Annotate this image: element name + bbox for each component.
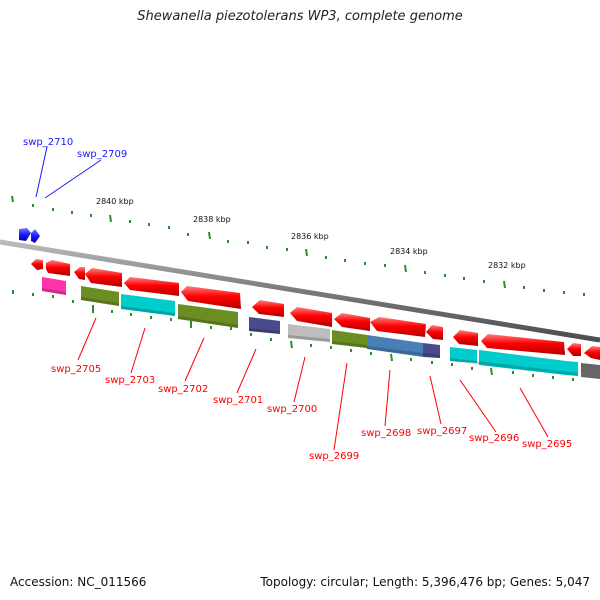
leader-line-swp-2703 xyxy=(130,327,146,374)
feature-shade xyxy=(42,288,66,295)
feature-shade xyxy=(178,316,238,328)
scale-tick xyxy=(11,195,14,203)
gene-swp-2696[interactable] xyxy=(370,317,426,337)
gene-swp-2701[interactable] xyxy=(124,277,179,296)
feature-shade xyxy=(288,335,330,342)
leader-line-swp-2697 xyxy=(429,375,442,425)
scale-label: 2836 kbp xyxy=(291,232,329,241)
gene-label-swp-2698[interactable]: swp_2698 xyxy=(361,428,411,439)
feature-dark-grey[interactable] xyxy=(581,363,600,379)
gene-swp-2700[interactable] xyxy=(181,286,241,309)
feature-navy-1[interactable] xyxy=(249,317,280,334)
feature-olive-2[interactable] xyxy=(178,304,238,328)
accession-text: Accession: NC_011566 xyxy=(10,575,147,589)
gene-label-swp-2709[interactable]: swp_2709 xyxy=(77,149,127,160)
leader-line-swp-2695 xyxy=(519,387,549,438)
gene-red-1[interactable] xyxy=(453,330,478,346)
gene-swp-2699[interactable] xyxy=(252,300,284,317)
gene-label-swp-2701[interactable]: swp_2701 xyxy=(213,395,263,406)
feature-shade xyxy=(121,306,175,316)
feature-shade xyxy=(249,328,280,334)
lower-tick xyxy=(290,340,293,349)
gene-swp-2697[interactable] xyxy=(334,313,370,331)
leader-line-swp-2702 xyxy=(184,337,205,382)
gene-swp-2705[interactable] xyxy=(31,259,43,270)
feature-shade xyxy=(450,358,578,376)
feature-silver[interactable] xyxy=(288,324,330,342)
red-leaders xyxy=(77,317,549,451)
gene-red-2[interactable] xyxy=(481,334,565,355)
lower-tick xyxy=(490,367,493,376)
feature-pink[interactable] xyxy=(42,277,66,295)
blue-leaders xyxy=(35,146,102,199)
leader-line-swp-2699 xyxy=(333,362,348,451)
scale-label: 2832 kbp xyxy=(488,261,526,270)
leader-line-swp-2709 xyxy=(44,159,102,199)
feature-olive-3[interactable] xyxy=(332,330,367,348)
scale-tick xyxy=(208,231,211,240)
forward-genes xyxy=(19,228,40,243)
feature-navy-2[interactable] xyxy=(423,343,440,358)
feature-cyan-4[interactable] xyxy=(566,361,578,376)
genome-summary: Topology: circular; Length: 5,396,476 bp… xyxy=(260,575,590,589)
gene-swp-2695[interactable] xyxy=(426,325,443,340)
leader-line-swp-2696 xyxy=(459,379,497,433)
gene-label-swp-2705[interactable]: swp_2705 xyxy=(51,364,101,375)
gene-swp-2703[interactable] xyxy=(74,267,85,280)
scale-label: 2840 kbp xyxy=(96,197,134,206)
leader-line-swp-2700 xyxy=(293,356,306,403)
feature-olive-1[interactable] xyxy=(81,286,119,306)
gene-label-swp-2700[interactable]: swp_2700 xyxy=(267,404,317,415)
gene-label-swp-2696[interactable]: swp_2696 xyxy=(469,433,519,444)
reverse-genes xyxy=(31,259,600,360)
leader-line-swp-2701 xyxy=(236,348,257,394)
scale-ticks xyxy=(11,195,585,296)
gene-swp-2709[interactable] xyxy=(31,229,40,243)
feature-shading xyxy=(42,288,578,376)
gene-swp-2702[interactable] xyxy=(85,268,122,287)
gene-label-swp-2703[interactable]: swp_2703 xyxy=(105,375,155,386)
feature-cyan-2[interactable] xyxy=(450,347,477,363)
genome-backbone xyxy=(0,239,600,343)
scale-label: 2834 kbp xyxy=(390,247,428,256)
feature-blocks xyxy=(42,277,600,379)
gene-red-4[interactable] xyxy=(584,346,600,360)
feature-shade xyxy=(332,341,367,348)
lower-tick xyxy=(390,353,393,362)
map-title: Shewanella piezotolerans WP3, complete g… xyxy=(137,9,463,24)
feature-shade xyxy=(81,297,119,306)
gene-label-swp-2695[interactable]: swp_2695 xyxy=(522,439,572,450)
feature-steel[interactable] xyxy=(367,335,423,357)
gene-label-swp-2710[interactable]: swp_2710 xyxy=(23,137,73,148)
scale-tick xyxy=(404,264,407,273)
feature-cyan-3[interactable] xyxy=(479,350,566,375)
leader-line-swp-2698 xyxy=(384,369,391,427)
gene-swp-2704[interactable] xyxy=(46,260,70,276)
scale-tick xyxy=(305,248,308,257)
scale-tick xyxy=(503,280,506,289)
gene-swp-2710[interactable] xyxy=(19,228,31,241)
scale-tick xyxy=(109,214,112,223)
leader-line-swp-2705 xyxy=(77,317,97,361)
leader-line-swp-2710 xyxy=(35,146,48,198)
feature-shade xyxy=(367,346,440,358)
gene-swp-2698[interactable] xyxy=(290,307,332,327)
feature-cyan-1[interactable] xyxy=(121,294,175,316)
gene-label-swp-2697[interactable]: swp_2697 xyxy=(417,426,467,437)
scale-label: 2838 kbp xyxy=(193,215,231,224)
gene-label-swp-2699[interactable]: swp_2699 xyxy=(309,451,359,462)
lower-ticks xyxy=(12,290,574,381)
gene-red-3[interactable] xyxy=(567,343,581,356)
gene-label-swp-2702[interactable]: swp_2702 xyxy=(158,384,208,395)
